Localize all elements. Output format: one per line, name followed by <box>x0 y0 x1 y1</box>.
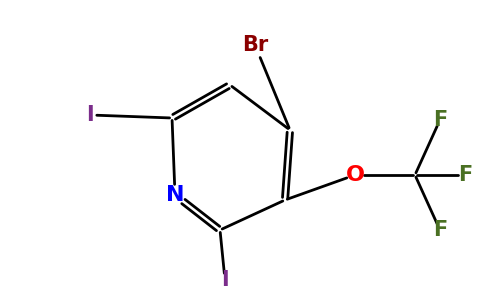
Text: I: I <box>86 105 94 125</box>
Text: F: F <box>458 165 472 185</box>
Text: O: O <box>346 165 364 185</box>
Text: Br: Br <box>242 35 268 55</box>
Text: F: F <box>433 110 447 130</box>
Text: I: I <box>221 270 229 290</box>
Text: F: F <box>433 220 447 240</box>
Text: N: N <box>166 185 184 205</box>
